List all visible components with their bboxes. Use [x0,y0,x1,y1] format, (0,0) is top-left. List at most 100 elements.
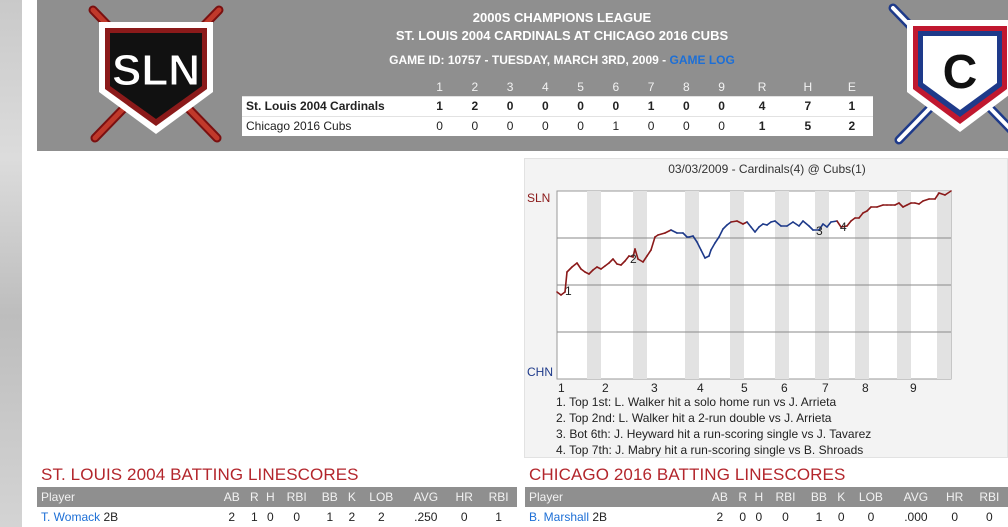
win-probability-line [866,206,872,212]
win-probability-line [620,260,626,266]
inning-score: 1 [633,95,669,116]
linescore-col-header: H [784,78,831,96]
win-probability-line [786,221,794,227]
win-probability-line [592,266,598,271]
stl_batting-col-header: H [262,487,279,507]
win-probability-line [774,220,782,227]
win-probability-line [802,220,810,227]
player-position: 2B [103,510,119,524]
stl-batting-table: Player AB R H RBI BB K LOB AVG HR RBI T. Womack 2B… [37,487,517,527]
linescore-col-header: R [739,78,785,96]
linescore-col-header: 7 [633,78,669,96]
chc_batting-col-header: RBI [970,487,1008,507]
chc_batting-col-header: BB [804,487,834,507]
total-h: 5 [784,115,831,136]
chc-batting-header-row: Player AB R H RBI BB K LOB AVG HR RBI [525,487,1008,507]
stat-cell: 1 [326,510,334,524]
linescore-col-header: 1 [422,78,458,96]
inning-score: 0 [527,115,563,136]
inning-score: 0 [704,95,740,116]
total-h: 7 [784,95,831,116]
chc-batting-table: Player AB R H RBI BB K LOB AVG HR RBI B. Marshall … [525,487,1008,527]
inning-label: 9 [910,381,917,395]
stat-cell: 0 [755,510,763,524]
total-r: 1 [739,115,785,136]
win-probability-title: 03/03/2009 - Cardinals(4) @ Cubs(1) [668,162,866,176]
chc_batting-col-header: H [750,487,767,507]
linescore-col-header: E [830,78,873,96]
inning-label: 8 [862,381,869,395]
win-probability-line [710,242,716,251]
win-probability-line [566,266,573,273]
win-probability-line [634,248,639,260]
win-probability-line [746,221,752,228]
stat-cell: 0 [266,510,274,524]
stat-cell: 1 [815,510,823,524]
game-log-link[interactable]: GAME LOG [669,53,735,67]
linescore-col-header: 5 [563,78,599,96]
linescore-row: St. Louis 2004 Cardinals 1 2 0 0 0 0 1 0 0 4 7 1 [242,95,873,116]
league-name: 2000S CHAMPIONS LEAGUE [472,10,652,25]
home-logo-text: C [943,46,978,99]
stl_batting-col-header: K [344,487,360,507]
win-probability-line [850,217,856,222]
header-text: 2000S CHAMPIONS LEAGUE ST. LOUIS 2004 CA… [242,9,882,68]
win-probability-line [754,226,760,233]
win-probability-line [736,220,744,225]
game-info: GAME ID: 10757 - TUESDAY, MARCH 3RD, 200… [389,53,670,67]
win-probability-line [922,198,930,202]
win-probability-line [571,262,578,268]
linescore-team-header [242,78,422,96]
linescore-team-name: St. Louis 2004 Cardinals [242,95,422,116]
inning-score: 0 [668,115,704,136]
stat-cell: 1 [495,510,502,524]
win-probability-line [758,223,764,228]
chc_batting-col-header: Player [525,487,705,507]
inning-score: 0 [704,115,740,136]
top-team-label: SLN [527,191,550,205]
stl_batting-col-header: AB [217,487,247,507]
player-link[interactable]: B. Marshall [529,510,590,524]
win-probability-line [696,241,702,251]
player-link[interactable]: T. Womack [41,510,101,524]
inning-label: 3 [651,381,658,395]
win-probability-chart: 1 2 3 4 SLN CHN 1 2 3 4 5 6 7 8 9 [527,190,952,395]
inning-score: 0 [563,115,599,136]
win-probability-note: 2. Top 2nd: L. Walker hit a 2-run double… [556,411,832,425]
inning-score: 0 [633,115,669,136]
win-probability-line [766,221,772,226]
stl_batting-col-header: Player [37,487,217,507]
win-probability-line [650,236,656,251]
linescore-col-header: 4 [527,78,563,96]
inning-score: 0 [492,95,528,116]
win-probability-line [692,235,698,243]
win-probability-line [726,221,732,226]
stat-cell: 2 [228,510,236,524]
win-probability-line [560,291,566,296]
stat-cell: 2 [377,510,385,524]
player-position: 2B [592,510,608,524]
win-probability-line [730,220,738,223]
stat-cell: 2 [716,510,724,524]
chc_batting-col-header: AB [705,487,735,507]
chc_batting-col-header: LOB [848,487,894,507]
cubs-logo-icon: C [888,3,1008,145]
win-probability-line [792,221,800,227]
game-info-line: GAME ID: 10757 - TUESDAY, MARCH 3RD, 200… [242,52,882,68]
chc_batting-col-header: K [833,487,849,507]
inning-score: 1 [598,115,634,136]
stl_batting-col-header: RBI [278,487,316,507]
win-probability-line [624,255,630,262]
linescore-col-header: 6 [598,78,634,96]
win-probability-line [722,224,728,230]
win-probability-line [836,220,842,228]
win-probability-line [944,190,952,196]
win-probability-line [564,271,568,293]
inning-score: 2 [457,95,493,116]
game-header: SLN C 2000S CHAMPIONS LEAGUE ST. LOUIS 2… [37,0,1008,151]
stl_batting-col-header: RBI [480,487,517,507]
matchup-title: ST. LOUIS 2004 CARDINALS AT CHICAGO 2016… [395,28,729,43]
stat-cell: 0 [782,510,789,524]
inning-score: 1 [422,95,458,116]
inning-label: 7 [822,381,829,395]
